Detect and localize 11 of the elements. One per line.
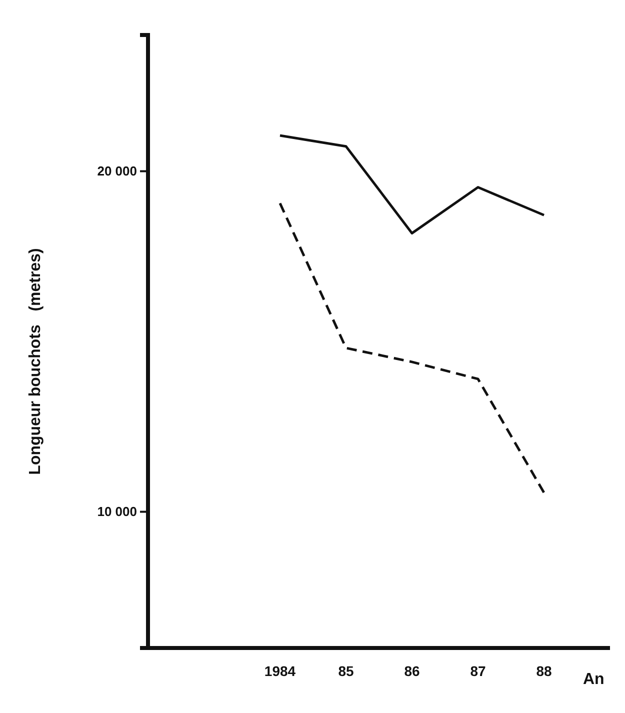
y-tick-label: 10 000 bbox=[97, 504, 137, 519]
line-series bbox=[278, 202, 546, 494]
y-tick-label: 20 000 bbox=[97, 163, 137, 178]
x-tick-label: 1984 bbox=[264, 662, 296, 679]
x-tick-label: 86 bbox=[404, 662, 420, 679]
line-series bbox=[278, 134, 546, 234]
x-tick-label: 87 bbox=[470, 662, 486, 679]
y-axis-title: Longueur bouchots (metres) bbox=[27, 248, 44, 475]
x-tick-label: 88 bbox=[536, 662, 552, 679]
x-tick-label: 85 bbox=[338, 662, 354, 679]
x-axis-title: An bbox=[583, 671, 604, 688]
